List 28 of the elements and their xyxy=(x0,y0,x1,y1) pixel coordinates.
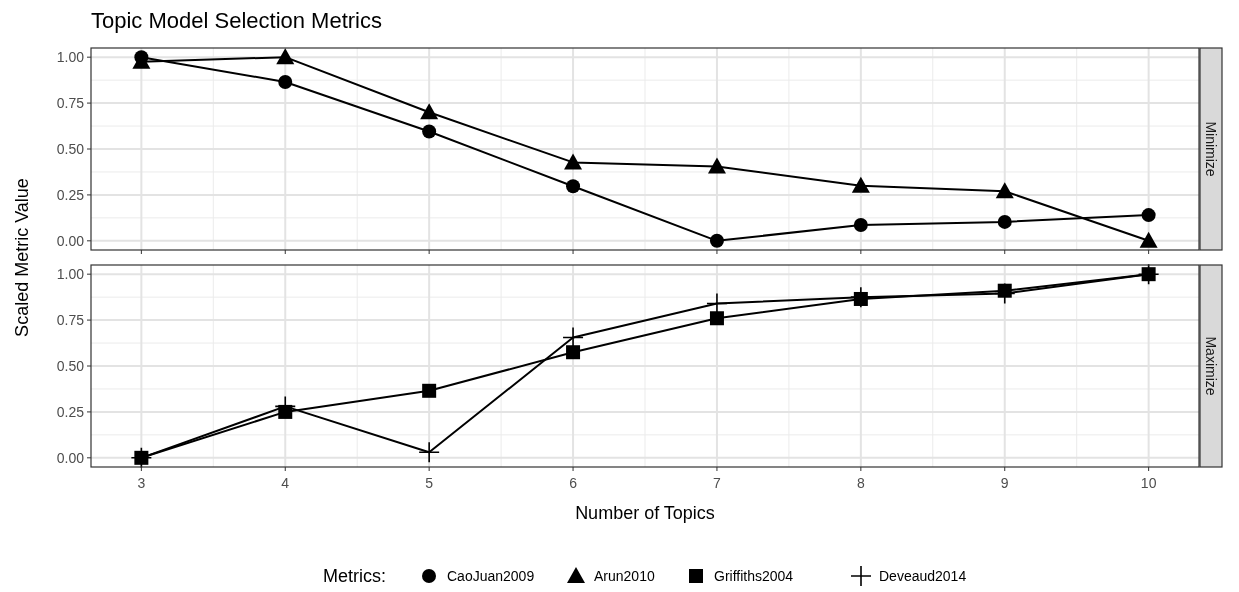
x-tick-label: 6 xyxy=(569,475,578,491)
x-tick-label: 5 xyxy=(425,475,434,491)
y-tick-label: 0.75 xyxy=(56,311,85,328)
y-tick-label: 0.50 xyxy=(56,357,85,374)
x-tick-label: 8 xyxy=(856,475,865,491)
y-tick-label: 1.00 xyxy=(56,266,85,283)
y-tick-label: 0.25 xyxy=(56,186,85,203)
y-tick-label: 0.50 xyxy=(56,140,85,157)
text: Minimize xyxy=(1203,121,1220,177)
x-tick-label: 4 xyxy=(281,475,290,491)
legend-title: Metrics: xyxy=(323,566,386,587)
x-tick-label: 7 xyxy=(713,475,722,491)
x-tick-label: 9 xyxy=(1000,475,1009,491)
legend-label: CaoJuan2009 xyxy=(447,567,535,584)
y-tick-label: 0.75 xyxy=(56,94,85,111)
y-axis-title: Scaled Metric Value xyxy=(12,178,32,337)
x-tick-label: 10 xyxy=(1140,475,1157,491)
x-tick-label: 3 xyxy=(137,475,146,491)
legend-label: Deveaud2014 xyxy=(879,567,967,584)
text: Maximize xyxy=(1203,336,1220,396)
chart-title: Topic Model Selection Metrics xyxy=(91,8,383,33)
legend-label: Arun2010 xyxy=(594,567,655,584)
y-tick-label: 0.00 xyxy=(56,449,85,466)
y-tick-label: 0.25 xyxy=(56,403,85,420)
y-tick-label: 1.00 xyxy=(56,49,85,66)
y-tick-label: 0.00 xyxy=(56,232,85,249)
legend-label: Griffiths2004 xyxy=(714,567,794,584)
x-axis-title: Number of Topics xyxy=(575,503,715,523)
